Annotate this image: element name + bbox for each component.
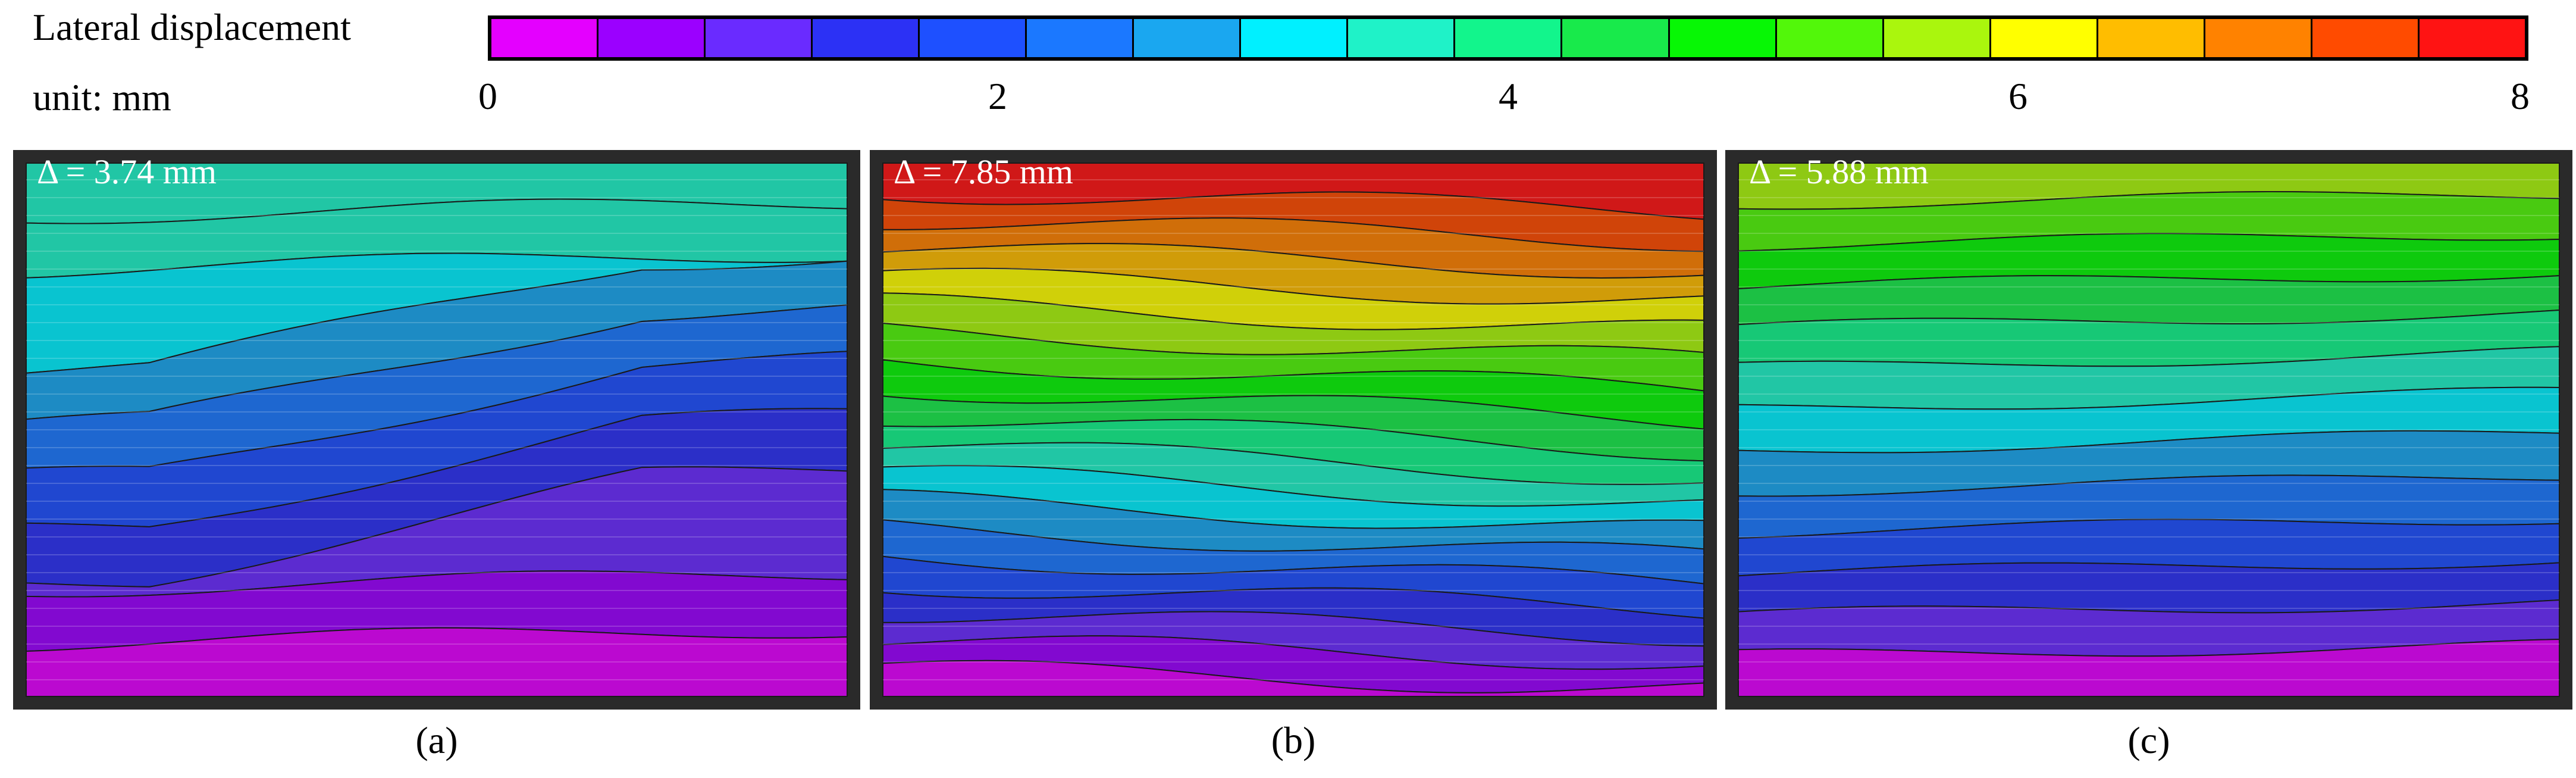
colorbar-tick-0: 0	[478, 75, 497, 117]
colorbar-swatch	[1134, 19, 1242, 57]
colorbar-tick-8: 8	[2511, 75, 2530, 117]
colorbar-swatch	[1027, 19, 1135, 57]
colorbar-swatch	[1991, 19, 2098, 57]
legend-title: Lateral displacement	[33, 6, 351, 48]
colorbar-swatch	[2205, 19, 2312, 57]
panel-b-caption: (b)	[1271, 719, 1316, 761]
legend-unit: unit: mm	[33, 76, 171, 118]
colorbar-swatch	[813, 19, 920, 57]
colorbar-swatch	[920, 19, 1027, 57]
colorbar-swatch	[1455, 19, 1563, 57]
colorbar-tick-4: 4	[1499, 75, 1518, 117]
colorbar-tick-2: 2	[988, 75, 1007, 117]
colorbar-swatch	[491, 19, 599, 57]
colorbar-swatch	[2098, 19, 2205, 57]
colorbar-swatch	[1348, 19, 1456, 57]
colorbar-swatch	[706, 19, 813, 57]
colorbar-swatch	[1884, 19, 1991, 57]
colorbar-tick-6: 6	[2008, 75, 2027, 117]
panel-b-delta-label: Δ = 7.85 mm	[894, 152, 1074, 191]
colorbar-swatch	[2312, 19, 2420, 57]
colorbar-swatch	[1562, 19, 1670, 57]
panel-a-caption: (a)	[415, 719, 458, 761]
panel-c: Δ = 5.88 mm	[1725, 150, 2572, 710]
colorbar-swatch	[1776, 19, 1884, 57]
panel-c-caption: (c)	[2127, 719, 2170, 761]
panel-b: Δ = 7.85 mm	[870, 150, 1717, 710]
colorbar	[488, 15, 2528, 61]
colorbar-swatch	[598, 19, 706, 57]
colorbar-swatch	[1669, 19, 1777, 57]
displacement-map-b	[870, 150, 1717, 710]
colorbar-swatch	[1241, 19, 1349, 57]
panel-a-delta-label: Δ = 3.74 mm	[37, 152, 217, 191]
panel-c-delta-label: Δ = 5.88 mm	[1749, 152, 1929, 191]
displacement-map-a	[13, 150, 860, 710]
displacement-map-c	[1725, 150, 2572, 710]
panel-a: Δ = 3.74 mm	[13, 150, 860, 710]
colorbar-swatch	[2419, 19, 2525, 57]
